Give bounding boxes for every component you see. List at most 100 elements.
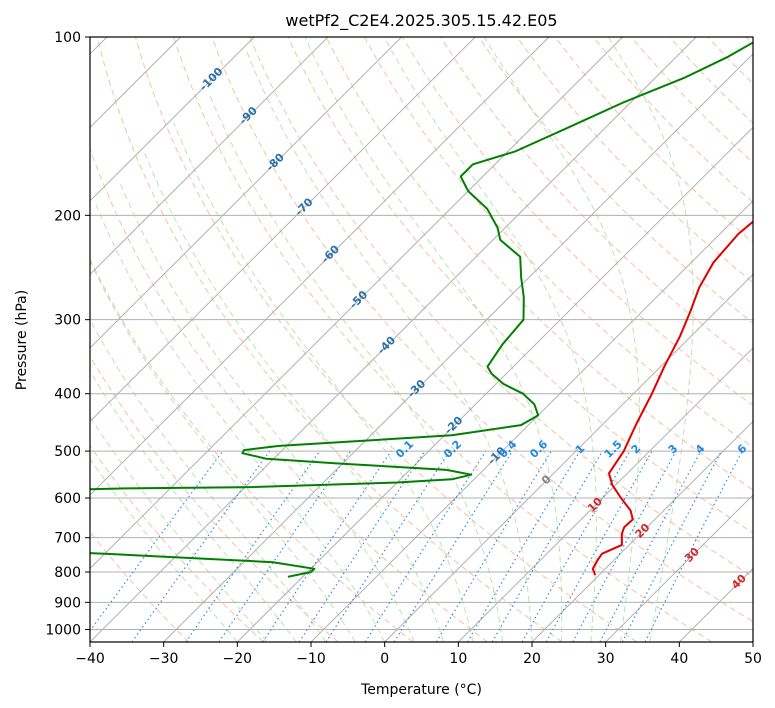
isotherm-line — [605, 494, 753, 642]
moist-adiabat — [245, 49, 533, 642]
dry-adiabat — [745, 37, 753, 45]
mixing-ratio-label: 0.2 — [441, 438, 464, 461]
y-tick-label: 300 — [54, 313, 81, 329]
moist-adiabat — [304, 37, 563, 642]
dry-adiabat — [478, 37, 753, 324]
mixing-ratio-line — [185, 450, 321, 642]
moist-adiabat — [94, 201, 386, 642]
x-tick-label: −10 — [296, 651, 326, 667]
x-tick-label: 30 — [597, 651, 615, 667]
isotherm-label: -40 — [375, 333, 398, 356]
y-tick-label: 100 — [54, 30, 81, 46]
isotherm-line — [90, 37, 697, 642]
x-tick-label: −40 — [75, 651, 105, 667]
chart-title: wetPf2_C2E4.2025.305.15.42.E05 — [285, 11, 557, 31]
mixing-ratio-label: 1 — [573, 442, 588, 457]
y-tick-label: 600 — [54, 491, 81, 507]
mixing-ratio-line — [90, 450, 224, 632]
dry-adiabat — [90, 258, 414, 642]
moist-adiabat — [483, 37, 640, 642]
mixing-ratio-label: 0.6 — [527, 438, 550, 461]
mixing-ratio-line — [131, 450, 271, 642]
mixing-ratio-line — [325, 450, 451, 642]
dry-adiabat — [173, 37, 712, 642]
dry-adiabat — [96, 37, 563, 642]
isotherm-line — [310, 200, 753, 642]
isotherm-line — [90, 37, 476, 423]
dry-adiabat — [90, 147, 488, 642]
dry-adiabat — [516, 37, 753, 284]
moist-adiabat — [173, 123, 474, 642]
dry-adiabat — [211, 37, 753, 623]
dry-adiabat — [707, 37, 753, 85]
mixing-ratio-line — [298, 450, 426, 642]
moist-adiabat — [90, 458, 238, 642]
mixing-ratio-label: 0.1 — [393, 438, 416, 461]
background-lines — [90, 37, 753, 642]
x-tick-label: −20 — [223, 651, 253, 667]
mixing-ratio-label: 8 — [765, 442, 775, 457]
isotherm-line — [90, 37, 329, 276]
isotherm-line — [236, 126, 753, 642]
mixing-ratio-label: 1.5 — [602, 438, 625, 461]
isotherm-line — [90, 37, 550, 496]
isotherm-line — [90, 37, 402, 349]
moist-adiabat — [209, 94, 503, 642]
y-tick-label: 400 — [54, 387, 81, 403]
x-tick-label: 20 — [523, 651, 541, 667]
mixing-ratio-line — [393, 450, 513, 642]
y-tick-label: 500 — [54, 444, 81, 460]
moist-adiabat — [118, 180, 415, 642]
moist-adiabat — [90, 415, 268, 642]
isotherm-line — [752, 641, 753, 642]
mixing-ratio-line — [435, 450, 552, 642]
mixing-ratio-label: 3 — [666, 442, 681, 457]
isotherm-label: -80 — [264, 150, 287, 173]
dry-adiabat — [592, 37, 753, 203]
y-axis-ticks: 1000 900 800 700 600 500 400 300 200 100 — [45, 30, 90, 638]
mixing-ratio-line — [364, 450, 487, 642]
dry-adiabat — [402, 37, 753, 407]
moist-adiabat — [607, 37, 694, 642]
mixing-ratio-line — [521, 450, 631, 642]
x-tick-label: 0 — [380, 651, 389, 667]
moist-adiabat — [90, 259, 356, 642]
isotherm-line — [90, 37, 255, 202]
isotherm-line — [457, 347, 753, 642]
mixing-ratio-label: 4 — [693, 442, 708, 457]
moist-adiabat — [90, 370, 297, 642]
plot-frame — [89, 36, 754, 643]
dry-adiabat — [134, 37, 638, 642]
mixing-ratio-line — [599, 450, 702, 642]
y-axis-label: Pressure (hPa) — [14, 290, 30, 390]
dry-adiabat — [90, 355, 339, 642]
isotherm-label: -60 — [319, 242, 342, 265]
mixing-ratio-line — [572, 450, 677, 642]
mixing-ratio-line — [218, 450, 351, 642]
isotherm-label-warm: 40 — [729, 571, 749, 591]
x-tick-label: 10 — [449, 651, 467, 667]
y-tick-label: 700 — [54, 531, 81, 547]
series-lines — [90, 41, 753, 578]
temperature-line — [591, 220, 753, 576]
dry-adiabat — [90, 445, 264, 642]
dry-adiabat — [325, 37, 753, 491]
mixing-ratio-line — [467, 450, 581, 642]
isotherm-line — [90, 37, 623, 570]
dewpoint-line — [90, 41, 753, 578]
x-axis-ticks: −40 −30 −20 −10 0 10 20 30 40 50 — [75, 642, 762, 667]
isotherm-label: -90 — [237, 104, 260, 127]
x-tick-label: −30 — [149, 651, 179, 667]
y-tick-label: 200 — [54, 208, 81, 224]
isotherm-line — [531, 420, 753, 642]
dry-adiabat — [554, 37, 753, 243]
isotherm-line — [384, 273, 753, 642]
dry-adiabat — [631, 37, 753, 164]
y-tick-label: 800 — [54, 565, 81, 581]
x-tick-label: 50 — [744, 651, 762, 667]
mixing-ratio-line — [262, 450, 392, 642]
mixing-ratio-label: 2 — [629, 442, 644, 457]
y-tick-label: 900 — [54, 595, 81, 611]
y-tick-label: 1000 — [45, 622, 81, 638]
isotherm-line — [163, 53, 753, 642]
